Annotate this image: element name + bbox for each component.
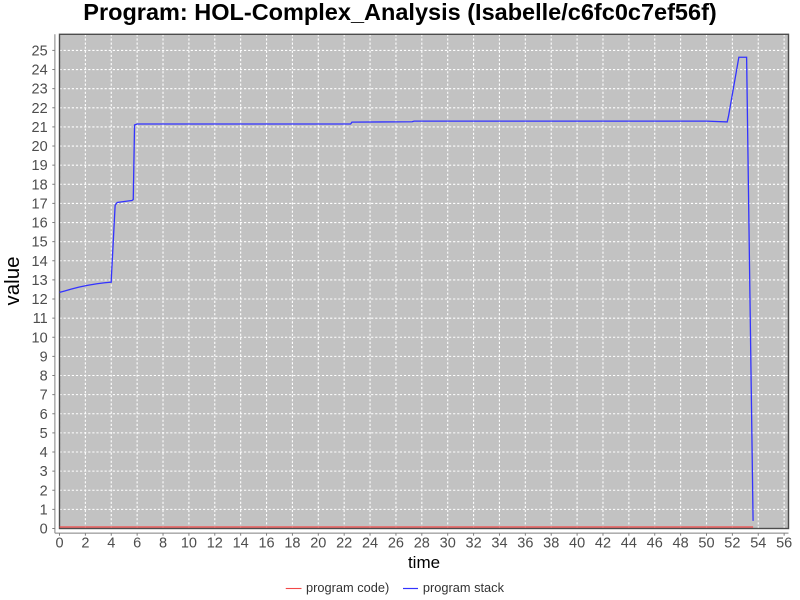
svg-text:program stack: program stack — [423, 580, 505, 595]
svg-text:30: 30 — [440, 536, 456, 552]
svg-text:10: 10 — [32, 330, 48, 346]
svg-text:19: 19 — [32, 158, 48, 174]
svg-text:21: 21 — [32, 120, 48, 136]
svg-text:42: 42 — [595, 536, 611, 552]
svg-text:36: 36 — [517, 536, 533, 552]
svg-text:24: 24 — [362, 536, 378, 552]
svg-text:34: 34 — [491, 536, 507, 552]
svg-text:2: 2 — [40, 483, 48, 499]
svg-text:24: 24 — [32, 63, 48, 79]
svg-text:16: 16 — [32, 216, 48, 232]
svg-text:22: 22 — [32, 101, 48, 117]
svg-text:38: 38 — [543, 536, 559, 552]
svg-text:18: 18 — [284, 536, 300, 552]
svg-text:15: 15 — [32, 235, 48, 251]
svg-text:25: 25 — [32, 43, 48, 59]
svg-text:54: 54 — [750, 536, 766, 552]
svg-text:52: 52 — [724, 536, 740, 552]
svg-text:8: 8 — [40, 369, 48, 385]
svg-text:14: 14 — [32, 254, 48, 270]
svg-text:17: 17 — [32, 196, 48, 212]
svg-text:6: 6 — [40, 407, 48, 423]
svg-text:50: 50 — [698, 536, 714, 552]
svg-text:22: 22 — [336, 536, 352, 552]
svg-text:46: 46 — [647, 536, 663, 552]
svg-text:56: 56 — [776, 536, 792, 552]
svg-text:20: 20 — [310, 536, 326, 552]
svg-text:12: 12 — [207, 536, 223, 552]
svg-text:16: 16 — [258, 536, 274, 552]
svg-text:time: time — [408, 553, 440, 572]
svg-text:5: 5 — [40, 426, 48, 442]
svg-text:18: 18 — [32, 177, 48, 193]
svg-text:program code): program code) — [306, 580, 389, 595]
svg-text:11: 11 — [33, 311, 48, 327]
svg-text:40: 40 — [569, 536, 585, 552]
svg-text:14: 14 — [233, 536, 249, 552]
svg-text:26: 26 — [388, 536, 404, 552]
svg-text:7: 7 — [40, 388, 48, 404]
svg-text:4: 4 — [107, 536, 115, 552]
svg-text:4: 4 — [40, 445, 48, 461]
svg-text:44: 44 — [621, 536, 637, 552]
svg-text:0: 0 — [55, 536, 63, 552]
svg-text:1: 1 — [40, 502, 48, 518]
svg-text:48: 48 — [673, 536, 689, 552]
svg-text:2: 2 — [81, 536, 89, 552]
svg-text:3: 3 — [40, 464, 48, 480]
svg-text:20: 20 — [32, 139, 48, 155]
svg-text:9: 9 — [40, 349, 48, 365]
svg-text:6: 6 — [133, 536, 141, 552]
svg-text:0: 0 — [40, 522, 48, 538]
svg-text:8: 8 — [159, 536, 167, 552]
svg-text:13: 13 — [32, 273, 48, 289]
svg-text:10: 10 — [181, 536, 197, 552]
svg-text:23: 23 — [32, 82, 48, 98]
svg-text:value: value — [1, 256, 24, 305]
svg-text:12: 12 — [32, 292, 48, 308]
svg-text:28: 28 — [414, 536, 430, 552]
svg-text:32: 32 — [466, 536, 482, 552]
